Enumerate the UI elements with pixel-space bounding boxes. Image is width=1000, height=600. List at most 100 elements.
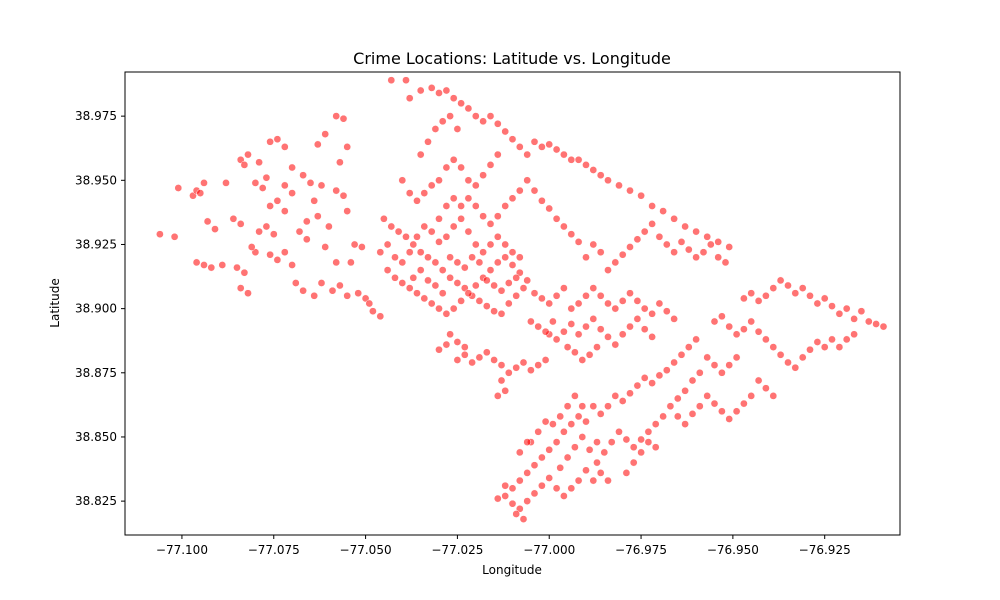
data-point [493, 392, 502, 400]
x-tick-label: −76.950 [707, 543, 759, 557]
y-axis-label: Latitude [48, 278, 62, 327]
data-point [170, 232, 179, 241]
data-point [416, 248, 425, 257]
data-point [343, 143, 352, 151]
data-point [222, 179, 230, 187]
data-point [512, 363, 521, 372]
data-point [471, 202, 480, 210]
data-point [244, 150, 252, 159]
data-point [369, 307, 377, 316]
data-point [670, 214, 678, 223]
data-point [574, 155, 583, 164]
data-point [644, 438, 653, 446]
data-point [515, 476, 524, 485]
data-point [633, 235, 642, 244]
data-point [269, 230, 278, 239]
data-point [640, 304, 649, 313]
data-point [317, 279, 326, 287]
data-point [563, 453, 572, 462]
data-point [464, 104, 473, 113]
data-point [769, 392, 778, 400]
data-point [515, 143, 524, 151]
data-point [302, 217, 311, 226]
data-point [299, 286, 307, 295]
data-point [295, 227, 304, 236]
data-point [482, 348, 491, 357]
data-point [523, 150, 532, 159]
data-point [754, 327, 763, 336]
y-tick-label: 38.900 [75, 302, 117, 316]
data-point [336, 158, 344, 167]
data-point [571, 348, 579, 357]
y-tick-label: 38.875 [75, 366, 117, 380]
data-point [402, 232, 410, 241]
data-point [508, 261, 517, 269]
data-point [633, 315, 642, 323]
data-point [328, 286, 337, 295]
data-point [453, 338, 462, 346]
data-point [435, 345, 443, 354]
data-point [405, 189, 414, 197]
data-point [596, 248, 605, 257]
data-point [820, 343, 829, 351]
data-point [475, 297, 484, 305]
data-point [747, 317, 756, 326]
data-point [549, 420, 557, 428]
data-point [413, 289, 421, 298]
data-point [482, 276, 491, 285]
data-point [508, 484, 517, 493]
data-point [427, 181, 436, 190]
data-point [240, 268, 249, 277]
data-point [449, 155, 458, 164]
data-point [446, 112, 454, 120]
data-point [740, 399, 748, 408]
data-point [626, 289, 634, 298]
data-point [670, 248, 678, 257]
data-point [207, 263, 216, 272]
data-point [582, 322, 590, 331]
data-point [420, 189, 429, 197]
data-point [486, 266, 495, 274]
data-point [156, 230, 164, 239]
data-point [560, 327, 568, 336]
data-point [482, 302, 491, 310]
data-point [618, 397, 627, 405]
data-point [449, 94, 458, 103]
data-point [626, 322, 634, 331]
data-point [435, 89, 443, 97]
data-point [273, 135, 282, 144]
data-point [699, 248, 708, 257]
data-point [574, 299, 583, 308]
data-point [504, 299, 513, 308]
data-point [446, 253, 454, 262]
data-point [530, 289, 539, 298]
x-tick-label: −77.000 [523, 543, 575, 557]
data-point [501, 481, 510, 490]
data-point [560, 222, 568, 231]
data-point [310, 291, 319, 300]
data-point [497, 309, 506, 318]
data-point [446, 273, 454, 282]
data-point [798, 284, 807, 292]
data-point [681, 420, 689, 428]
data-point [820, 294, 829, 303]
data-point [842, 335, 851, 344]
data-point [549, 317, 557, 326]
data-point [725, 361, 734, 369]
data-point [280, 181, 289, 190]
data-point [585, 445, 594, 454]
data-point [813, 299, 822, 308]
points-layer [156, 76, 888, 523]
data-point [541, 417, 550, 426]
data-point [604, 402, 612, 411]
data-point [427, 84, 436, 92]
data-point [596, 291, 605, 300]
data-point [493, 494, 502, 503]
data-point [776, 276, 785, 285]
data-point [593, 343, 601, 351]
x-axis: −77.100 −77.075 −77.050 −77.025 −77.000 −76.9… [156, 535, 851, 557]
data-point [471, 240, 480, 249]
data-point [611, 258, 620, 267]
data-point [453, 356, 462, 364]
data-point [218, 261, 227, 269]
